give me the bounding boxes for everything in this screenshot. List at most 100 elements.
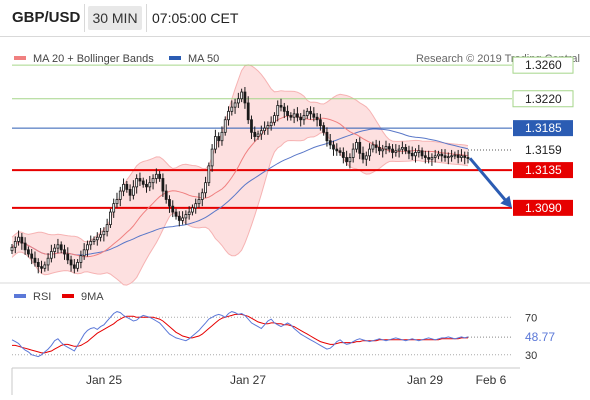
candle-body [86, 244, 89, 251]
candle-body [82, 249, 86, 257]
x-tick-label: Jan 25 [86, 373, 122, 387]
candle-body [443, 155, 447, 158]
candle-body [401, 147, 404, 150]
candle-body [417, 150, 421, 153]
candle-body [43, 264, 47, 269]
candle-body [338, 150, 342, 153]
candle-body [463, 155, 467, 158]
timeframe-button[interactable]: 30 MIN [88, 6, 142, 30]
support-level-label: 1.3135 [525, 163, 562, 177]
candle-body [420, 150, 424, 157]
bollinger-lower-line [11, 132, 469, 286]
candle-body [220, 131, 224, 142]
candle-body [89, 241, 93, 246]
candle-body [371, 144, 375, 150]
candle-body [246, 102, 250, 121]
rsi-panel: 70 30 48.77 [11, 311, 555, 362]
candle-body [214, 136, 217, 150]
candle-body [286, 110, 289, 116]
candle-body [427, 157, 431, 160]
candle-body [79, 255, 83, 263]
symbol-label: GBP/USD [12, 9, 81, 26]
candle-body [184, 214, 188, 219]
candle-body [76, 262, 79, 269]
candle-body [112, 203, 116, 213]
candle-body [207, 165, 211, 184]
candle-body [13, 241, 17, 248]
candle-body [164, 190, 168, 200]
candle-body [410, 152, 414, 157]
candle-body [322, 125, 326, 133]
candle-body [128, 188, 132, 196]
candle-body [115, 199, 119, 205]
candle-body [171, 205, 175, 213]
candle-body [466, 157, 470, 159]
candle-body [27, 249, 30, 255]
candle-body [266, 125, 270, 129]
candle-body [361, 152, 365, 160]
candle-body [309, 110, 312, 115]
candle-body [95, 236, 99, 241]
candle-body [204, 182, 207, 194]
last-price-label: 1.3159 [525, 143, 562, 157]
candle-body [154, 173, 158, 179]
candle-body [282, 106, 286, 112]
candle-body [217, 136, 221, 142]
resistance-level-label: 1.3220 [525, 92, 562, 106]
candle-body [414, 152, 417, 157]
candle-body [181, 217, 184, 221]
candle-body [187, 211, 191, 215]
candle-body [161, 178, 165, 192]
support-level-tag [513, 162, 573, 179]
candle-body [30, 253, 34, 259]
candle-body [131, 186, 135, 196]
candle-body [364, 155, 368, 160]
rsi-9ma-line [12, 313, 468, 354]
x-tick-label: Jan 27 [230, 373, 266, 387]
candle-body [148, 182, 152, 188]
candle-body [243, 91, 247, 104]
candle-body [122, 183, 125, 192]
candle-body [263, 127, 266, 132]
candle-body [256, 133, 260, 137]
candle-body [253, 131, 257, 137]
candle-body [250, 119, 253, 133]
price-panel: 1.3260 1.3220 1.3185 1.3135 1.3090 1.3159 [10, 56, 574, 286]
candle-body [312, 113, 316, 118]
candle-body [384, 146, 388, 150]
candle-body [194, 203, 198, 209]
candle-body [17, 236, 20, 242]
candle-body [210, 148, 214, 167]
candle-body [197, 199, 201, 205]
candle-body [430, 157, 434, 160]
candle-body [302, 115, 306, 121]
candle-body [404, 147, 408, 152]
candle-body [407, 150, 411, 154]
header-divider [84, 4, 85, 32]
candle-body [355, 141, 358, 150]
candle-body [23, 242, 27, 251]
legend-label-9ma: 9MA [81, 291, 104, 303]
resistance-level-label: 1.3260 [525, 58, 562, 72]
candle-body [305, 110, 309, 116]
candle-body [423, 155, 427, 158]
candle-body [446, 156, 450, 159]
candle-body [230, 106, 234, 112]
candle-body [109, 211, 112, 226]
candle-body [299, 116, 303, 121]
candle-body [151, 178, 155, 184]
candle-body [92, 239, 96, 242]
candle-body [233, 102, 237, 108]
candle-body [318, 119, 322, 127]
candle-body [378, 147, 381, 152]
forecast-arrow-line [468, 157, 508, 202]
candle-body [174, 211, 178, 217]
candle-body [296, 113, 299, 118]
support-level-tag [513, 199, 573, 216]
candle-body [292, 113, 296, 118]
rsi-level-label: 30 [525, 350, 537, 362]
candle-body [168, 199, 171, 207]
candle-body [138, 178, 142, 182]
candle-body [177, 215, 181, 221]
